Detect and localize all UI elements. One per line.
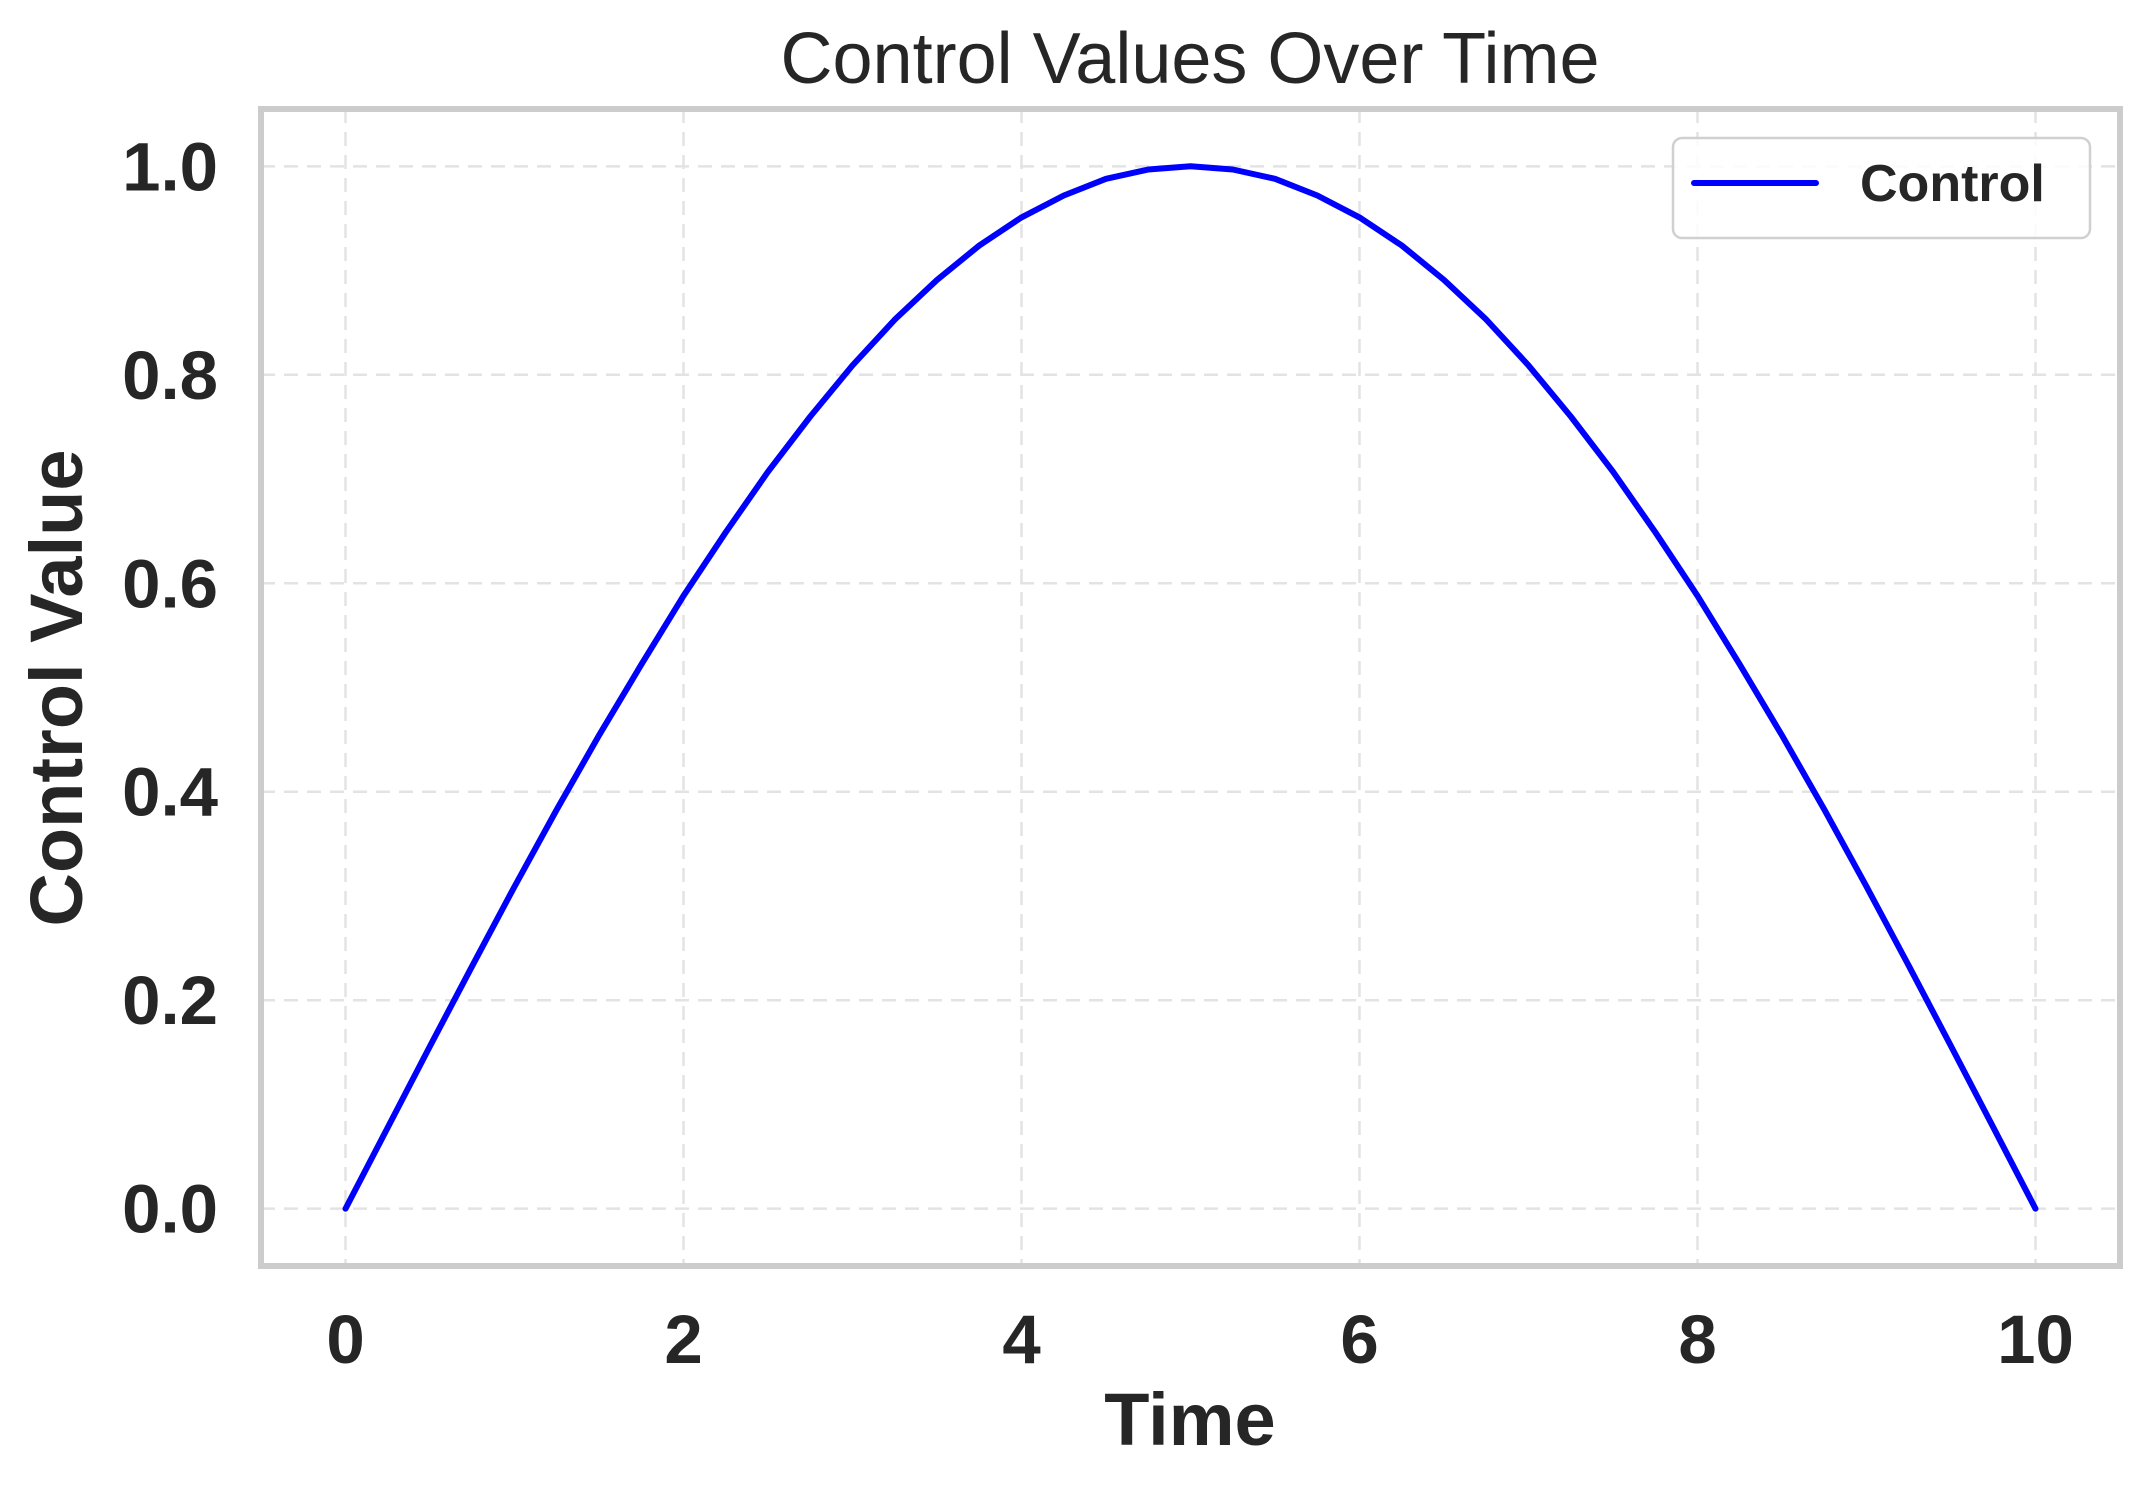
y-tick-label: 0.2 (122, 962, 218, 1039)
y-tick-label: 1.0 (122, 128, 218, 205)
y-tick-label: 0.0 (122, 1171, 218, 1248)
legend: Control (1671, 136, 2092, 240)
x-tick-label: 4 (1002, 1301, 1040, 1378)
x-axis-ticks: 0 2 4 6 8 10 (326, 1301, 2074, 1378)
y-tick-label: 0.6 (122, 545, 218, 622)
series-layer (342, 163, 2039, 1212)
series-line-control (342, 163, 2039, 1212)
grid (261, 109, 2120, 1266)
x-tick-label: 8 (1678, 1301, 1716, 1378)
legend-label-control: Control (1860, 155, 2045, 213)
x-tick-label: 10 (1997, 1301, 2074, 1378)
y-tick-label: 0.8 (122, 337, 218, 414)
y-tick-label: 0.4 (122, 754, 218, 831)
plot-frame (258, 106, 2123, 1269)
y-axis-ticks: 0.0 0.2 0.4 0.6 0.8 1.0 (122, 128, 218, 1247)
chart-title: Control Values Over Time (781, 19, 1600, 99)
x-tick-label: 0 (326, 1301, 364, 1378)
legend-box (1671, 136, 2092, 240)
x-tick-label: 6 (1340, 1301, 1378, 1378)
x-tick-label: 2 (664, 1301, 702, 1378)
x-axis-label: Time (1104, 1378, 1275, 1461)
y-axis-label: Control Value (15, 450, 98, 927)
